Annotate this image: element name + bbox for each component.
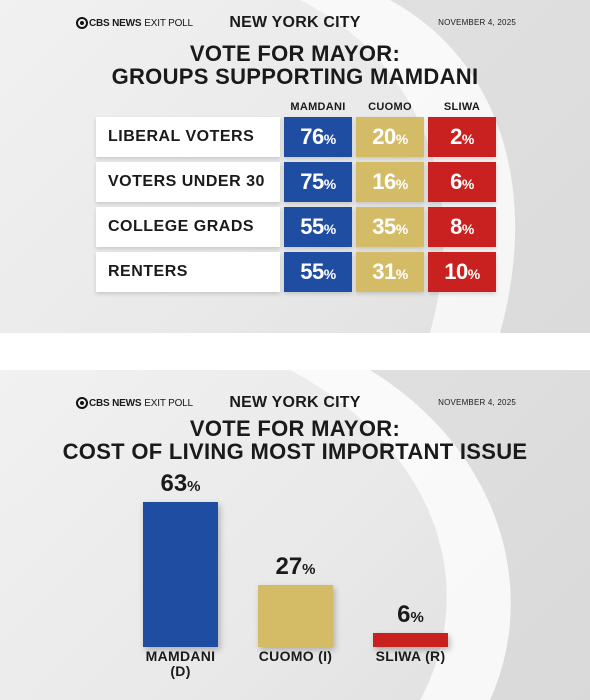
bar-value-label: 27% — [275, 553, 316, 580]
value-cell-mamdani: 55% — [284, 252, 352, 292]
value-cell-mamdani: 55% — [284, 207, 352, 247]
row-label: COLLEGE GRADS — [96, 207, 280, 247]
value-cell-sliwa: 6% — [428, 162, 496, 202]
bar-category-label: SLIWA (R) — [375, 648, 446, 664]
cbs-news-logo: CBS NEWS EXIT POLL — [76, 17, 193, 29]
chart-title-line2: GROUPS SUPPORTING MAMDANI — [111, 64, 479, 89]
value-cell-cuomo: 31% — [356, 252, 424, 292]
cbs-eye-icon — [76, 397, 88, 409]
cbs-news-logo: CBS NEWS EXIT POLL — [76, 397, 193, 409]
bar-sliwa — [373, 633, 448, 647]
logo-brand: CBS NEWS — [89, 17, 142, 29]
date-label: NOVEMBER 4, 2025 — [438, 398, 516, 407]
value-cell-cuomo: 16% — [356, 162, 424, 202]
row-label: RENTERS — [96, 252, 280, 292]
chart-title-line1: VOTE FOR MAYOR: — [189, 41, 401, 66]
bar-panel: CBS NEWS EXIT POLL NEW YORK CITY NOVEMBE… — [0, 370, 590, 700]
logo-sub: EXIT POLL — [144, 17, 193, 29]
value-cell-cuomo: 20% — [356, 117, 424, 157]
column-header-mamdani: MAMDANI — [290, 101, 346, 113]
date-label: NOVEMBER 4, 2025 — [438, 18, 516, 27]
value-cell-sliwa: 8% — [428, 207, 496, 247]
city-title: NEW YORK CITY — [229, 394, 361, 411]
chart-title-line2: COST OF LIVING MOST IMPORTANT ISSUE — [62, 439, 528, 464]
cbs-eye-icon — [76, 17, 88, 29]
logo-brand: CBS NEWS — [89, 397, 142, 409]
value-cell-sliwa: 10% — [428, 252, 496, 292]
row-label: VOTERS UNDER 30 — [96, 162, 280, 202]
bar-value-label: 63% — [160, 470, 201, 497]
value-cell-cuomo: 35% — [356, 207, 424, 247]
column-header-cuomo: CUOMO — [368, 101, 412, 113]
bar-category-label: CUOMO (I) — [258, 648, 333, 664]
value-cell-mamdani: 75% — [284, 162, 352, 202]
table-panel: CBS NEWS EXIT POLL NEW YORK CITY NOVEMBE… — [0, 0, 590, 333]
value-cell-sliwa: 2% — [428, 117, 496, 157]
bar-cuomo — [258, 585, 333, 647]
city-title: NEW YORK CITY — [229, 14, 361, 31]
panel-header: CBS NEWS EXIT POLL NEW YORK CITY NOVEMBE… — [0, 14, 590, 32]
column-header-sliwa: SLIWA — [443, 101, 481, 113]
bar-category-label: MAMDANI (D) — [145, 648, 216, 679]
bar-value-label: 6% — [397, 601, 424, 628]
logo-sub: EXIT POLL — [144, 397, 193, 409]
value-cell-mamdani: 76% — [284, 117, 352, 157]
bar-mamdani — [143, 502, 218, 647]
panel-header: CBS NEWS EXIT POLL NEW YORK CITY NOVEMBE… — [0, 394, 590, 412]
row-label: LIBERAL VOTERS — [96, 117, 280, 157]
chart-title-line1: VOTE FOR MAYOR: — [189, 416, 401, 441]
